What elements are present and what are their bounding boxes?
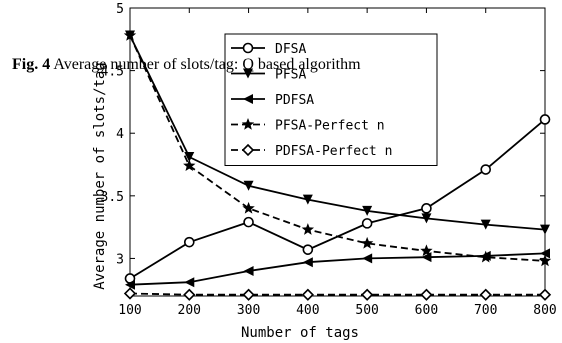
data-point <box>242 201 255 214</box>
data-point <box>301 288 314 301</box>
data-point <box>361 288 374 301</box>
data-point <box>539 114 551 125</box>
legend-marker <box>242 42 254 54</box>
data-point <box>362 205 373 216</box>
data-point <box>420 244 433 257</box>
data-point <box>360 236 374 249</box>
series-layer <box>123 29 552 301</box>
data-point <box>242 288 255 301</box>
plot-frame <box>129 7 546 297</box>
x-tick-label: 500 <box>355 303 378 318</box>
legend-marker <box>243 94 253 104</box>
data-point <box>243 265 254 276</box>
legend-item: PDFSA <box>231 93 314 108</box>
data-point <box>184 152 195 163</box>
data-point <box>540 248 550 259</box>
data-point <box>302 244 314 255</box>
data-point <box>421 203 432 214</box>
series-pfsa-perfect-n <box>123 29 552 267</box>
legend-item: PFSA <box>231 68 306 83</box>
data-point <box>302 194 313 205</box>
data-point <box>184 277 195 288</box>
data-point <box>123 29 137 41</box>
legend-marker <box>243 68 253 79</box>
y-axis-label: Average number of slots/tag <box>92 62 108 290</box>
figure-caption-text: Average number of slots/tag: Q based alg… <box>53 56 361 73</box>
y-tick-label: 4.5 <box>101 65 124 80</box>
legend-marker <box>241 143 255 157</box>
legend-label: PDFSA <box>275 93 314 108</box>
data-point <box>480 164 492 175</box>
figure-caption-label: Fig. 4 <box>12 56 51 73</box>
legend-marker <box>241 118 255 130</box>
data-point <box>538 288 552 301</box>
y-tick-label: 3.5 <box>101 190 124 205</box>
legend-item: PDFSA-Perfect n <box>231 143 392 159</box>
data-point <box>362 253 373 264</box>
x-tick-label: 100 <box>118 303 141 318</box>
data-point <box>301 223 315 235</box>
series-line <box>129 35 546 231</box>
data-point <box>540 224 550 235</box>
data-point <box>361 218 373 229</box>
data-point <box>420 288 433 301</box>
data-point <box>479 250 492 263</box>
x-tick-label: 700 <box>474 303 497 318</box>
series-pdfsa <box>125 248 550 290</box>
data-point <box>243 180 254 191</box>
series-line <box>129 252 546 286</box>
figure-caption: Fig. 4 Average number of slots/tag: Q ba… <box>12 56 361 74</box>
x-tick-label: 400 <box>296 303 319 318</box>
data-point <box>123 287 137 300</box>
data-point <box>480 219 491 230</box>
data-point <box>125 279 135 290</box>
legend-label: PFSA-Perfect n <box>275 119 385 134</box>
x-tick-label: 800 <box>533 303 556 318</box>
series-line <box>129 292 545 296</box>
legend-label: PFSA <box>275 68 306 83</box>
legend-item: PFSA-Perfect n <box>231 118 385 134</box>
data-point <box>538 254 552 267</box>
data-point <box>183 236 195 248</box>
data-point <box>421 213 432 224</box>
x-tick-label: 600 <box>415 303 438 318</box>
data-point <box>302 257 313 268</box>
series-pdfsa-perfect-n <box>123 287 552 301</box>
series-line <box>129 35 546 262</box>
data-point <box>183 159 196 172</box>
axes: 100 200 300 400 500 600 700 800 3 3.5 4 4.5 5 <box>101 2 557 318</box>
x-axis-label: Number of tags <box>241 325 359 341</box>
legend-label: DFSA <box>275 42 306 57</box>
legend: DFSA PFSA PDFSA PFSA-Perfect n PDFSA-Perfect… <box>224 33 438 166</box>
legend-item: DFSA <box>231 42 306 57</box>
y-tick-label: 3 <box>116 252 124 267</box>
data-point <box>183 288 196 301</box>
data-point <box>479 288 492 301</box>
data-point <box>243 216 254 228</box>
x-tick-label: 300 <box>237 303 260 318</box>
legend-label: PDFSA-Perfect n <box>275 144 392 159</box>
y-tick-label: 4 <box>116 127 124 142</box>
y-tick-label: 5 <box>116 2 124 17</box>
x-tick-label: 200 <box>178 303 201 318</box>
